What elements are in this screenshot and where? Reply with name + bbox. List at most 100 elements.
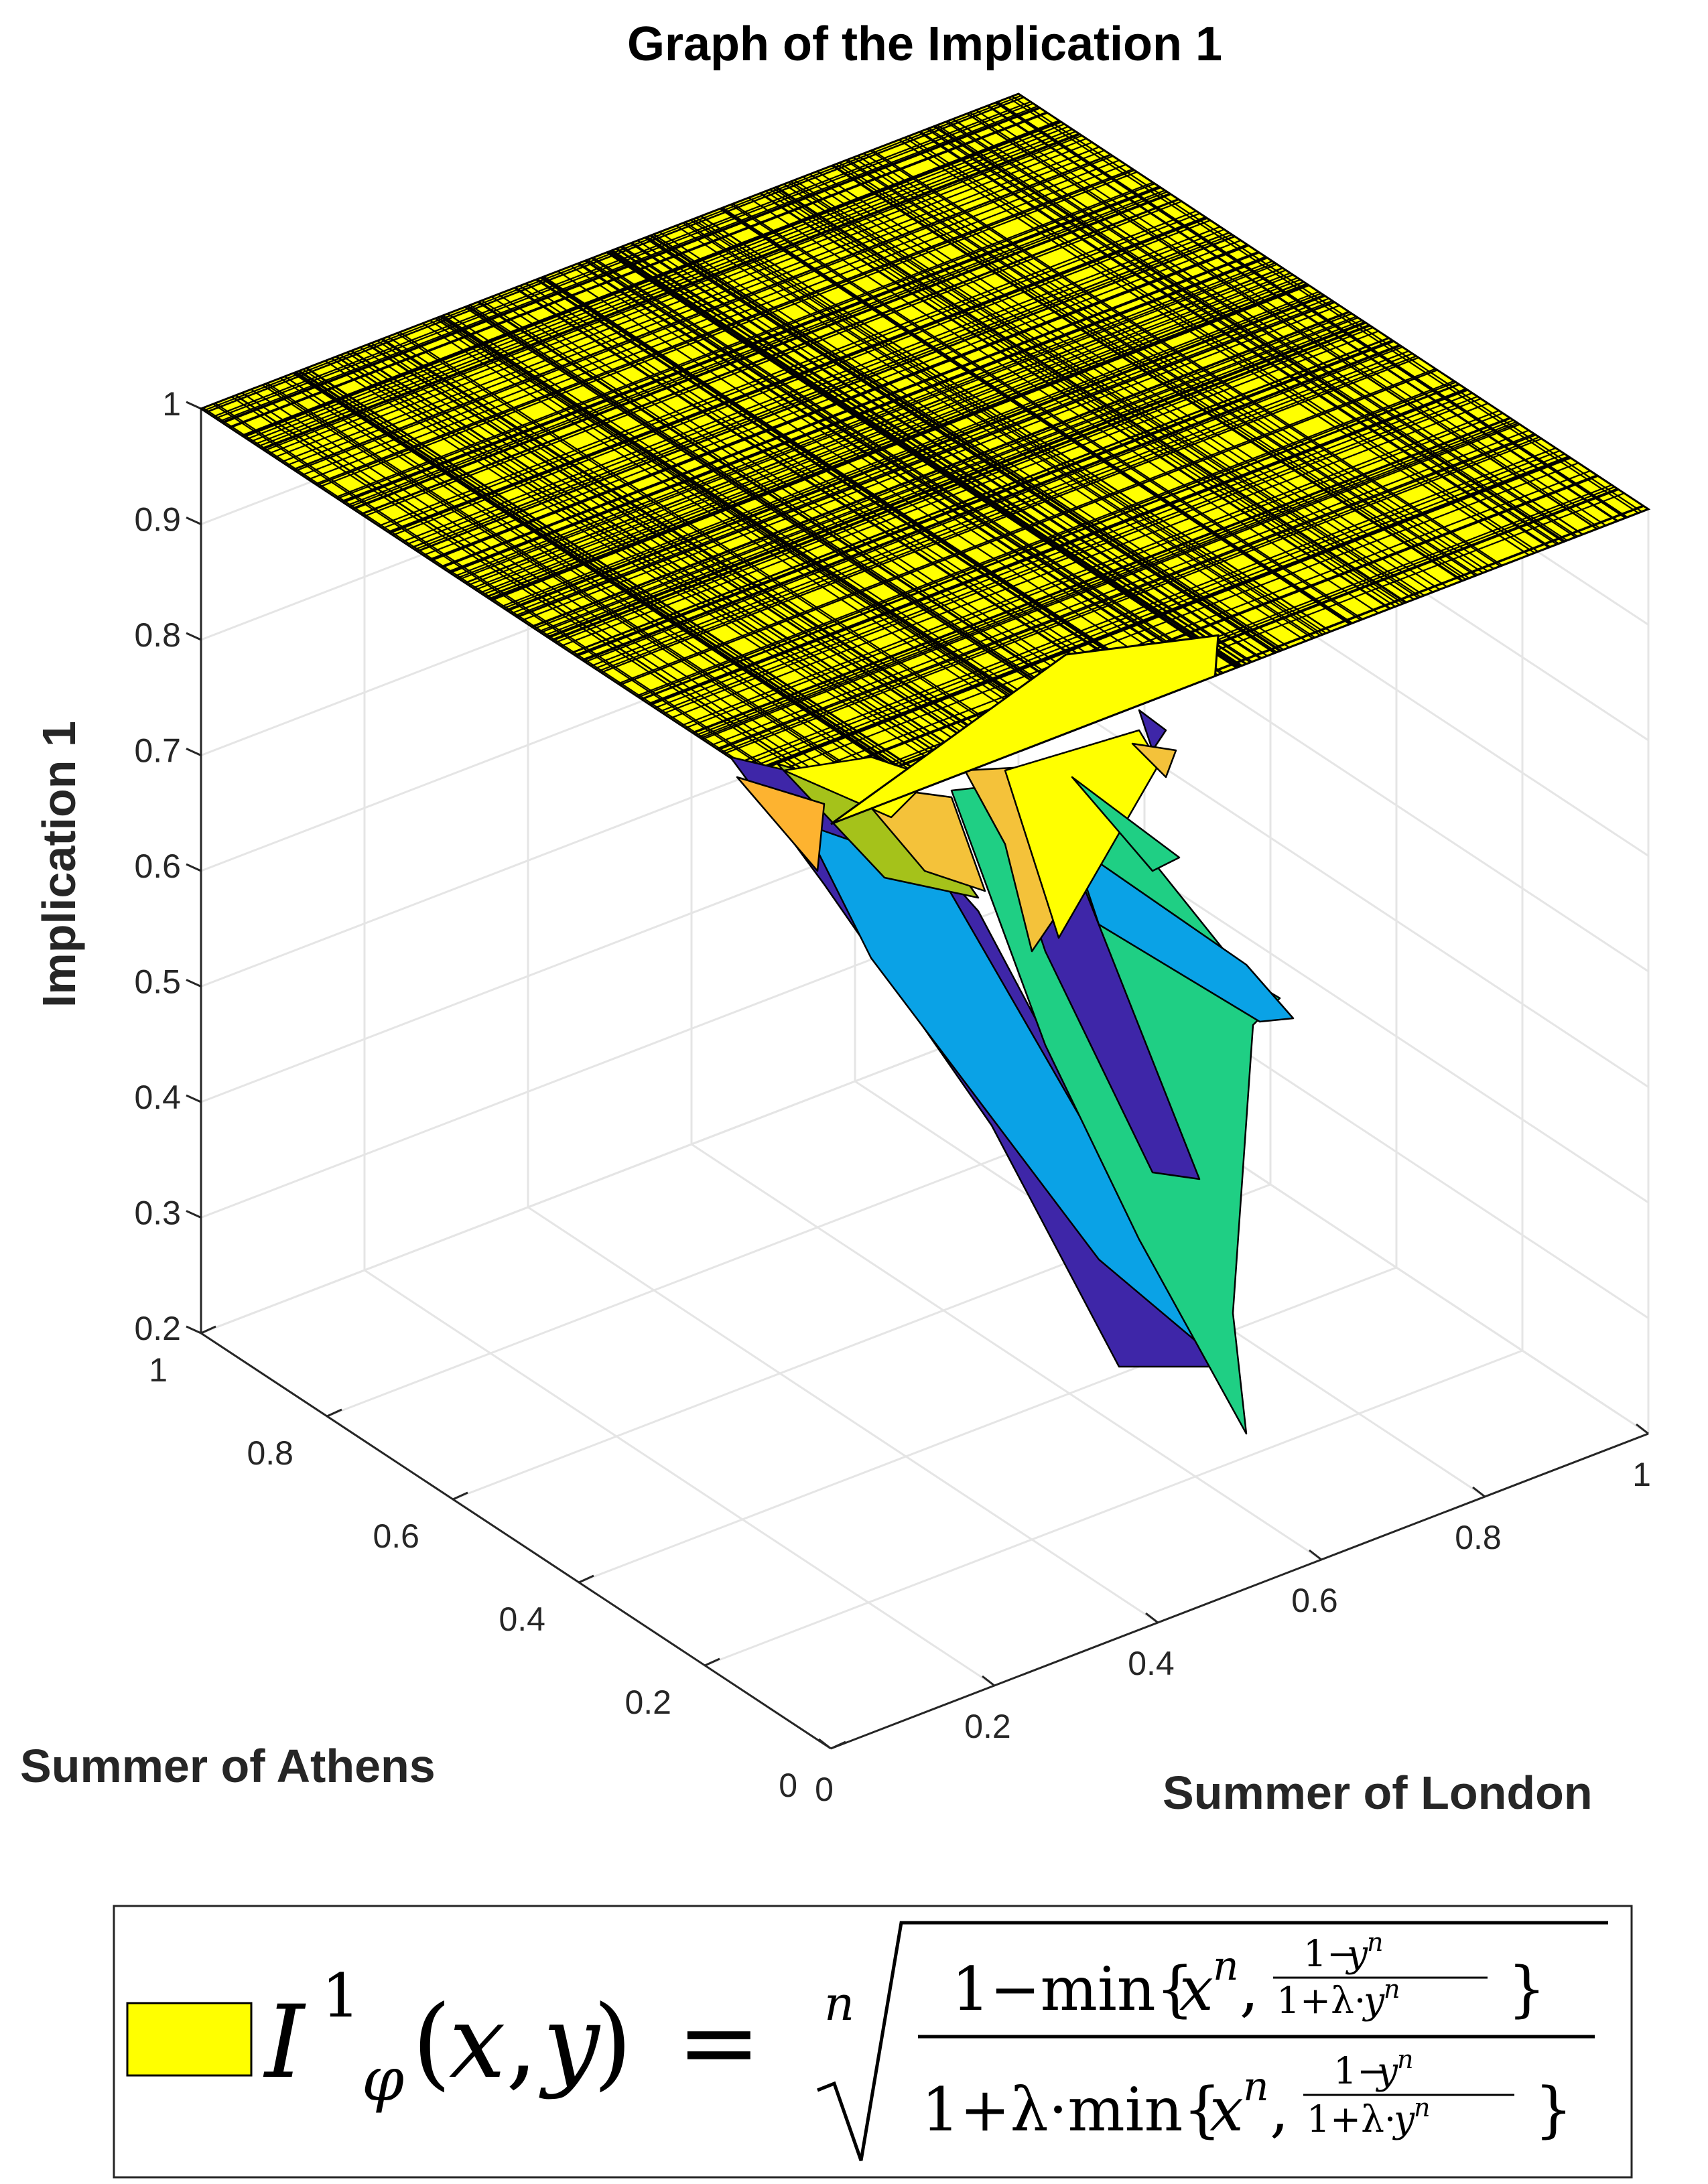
svg-text:y: y (539, 1984, 601, 2101)
y-tick-label: 0.2 (625, 1684, 671, 1721)
mesh-line (654, 392, 1473, 709)
mesh-line (501, 291, 1319, 608)
mesh-line (440, 251, 1258, 567)
z-axis-label: Implication 1 (33, 721, 85, 1008)
y-tick-mark (200, 1325, 216, 1335)
mesh-line (574, 339, 1393, 656)
mesh-line (482, 279, 1301, 596)
mesh-line (475, 274, 1294, 591)
mesh-line (600, 356, 1419, 673)
mesh-line (228, 111, 1047, 428)
mesh-line (349, 191, 1168, 508)
surface-plateau-lip (830, 634, 1220, 825)
mesh-line (742, 450, 1561, 766)
svg-text:n: n (1397, 2045, 1413, 2074)
mesh-line (641, 383, 1460, 700)
z-tick-label: 0.2 (134, 1310, 181, 1347)
grid-line (691, 1143, 1322, 1561)
svg-text:y: y (1345, 1932, 1368, 1975)
y-tick-mark (830, 1741, 846, 1750)
mesh-line (491, 285, 1310, 602)
mesh-line (560, 330, 1379, 647)
grid-line (364, 1269, 995, 1687)
mesh-line (692, 417, 1510, 734)
z-tick-mark (186, 863, 202, 872)
mesh-line (584, 346, 1403, 663)
svg-text:(: ( (412, 1984, 452, 2101)
mesh-line (378, 210, 1197, 527)
surface-descent (729, 709, 1295, 1435)
mesh-line (702, 423, 1520, 740)
mesh-line (552, 325, 1371, 642)
mesh-line (617, 368, 1436, 685)
mesh-line (402, 226, 1221, 543)
svg-text:y: y (1362, 1979, 1385, 2022)
mesh-line (490, 283, 1309, 600)
z-tick-mark (186, 632, 202, 641)
mesh-line (286, 149, 1105, 466)
mesh-line (341, 186, 1160, 502)
mesh-line (352, 192, 1171, 509)
mesh-line (406, 228, 1225, 545)
mesh-line (212, 100, 1031, 417)
mesh-line (293, 153, 1111, 470)
mesh-line (457, 262, 1276, 579)
x-tick-mark (1145, 1612, 1159, 1624)
z-tick-label: 0.8 (134, 616, 181, 654)
mesh-line (429, 244, 1248, 561)
mesh-line (392, 219, 1211, 536)
mesh-line (738, 447, 1557, 764)
mesh-line (547, 322, 1366, 638)
mesh-line (698, 421, 1517, 738)
mesh-line (531, 311, 1350, 628)
y-tick-label: 0.8 (247, 1434, 293, 1472)
tick-labels: 0 0.2 0.4 0.6 0.8 1 0 0.2 0.4 0.6 0.8 1 0.2 0.3 0.4 0.5… (134, 385, 1650, 1808)
mesh-line (594, 352, 1413, 669)
mesh-line (721, 436, 1540, 753)
x-tick-label: 0.2 (964, 1708, 1011, 1745)
mesh-line (241, 119, 1060, 437)
svg-text:y: y (1375, 2049, 1398, 2092)
grid-line (527, 1206, 1159, 1624)
y-tick-label: 1 (149, 1351, 168, 1389)
z-tick-mark (186, 748, 202, 756)
svg-text:}: } (1508, 1954, 1546, 2025)
mesh-line (540, 317, 1359, 634)
mesh-line (360, 198, 1179, 515)
z-tick-label: 1 (162, 385, 181, 423)
svg-text:,: , (1240, 1954, 1259, 2025)
mesh-line (342, 187, 1161, 504)
z-tick-mark (186, 517, 202, 525)
x-tick-mark (1309, 1549, 1322, 1561)
mesh-line (206, 96, 1025, 413)
mesh-line (221, 107, 1040, 423)
y-axis-line (200, 1332, 832, 1750)
mesh-line (442, 252, 1260, 569)
surface-plot (198, 92, 1651, 1435)
mesh-line (448, 257, 1267, 573)
surface-facet (1071, 776, 1181, 872)
mesh-line (746, 453, 1565, 770)
mesh-line (342, 186, 1161, 503)
surface-facet (736, 776, 826, 872)
mesh-line (761, 462, 1579, 779)
mesh-line (724, 437, 1542, 754)
mesh-line (416, 235, 1235, 552)
mesh-line (243, 121, 1062, 438)
mesh-line (750, 456, 1569, 772)
x-tick-mark (1472, 1486, 1486, 1498)
mesh-line (516, 301, 1335, 618)
svg-text:n: n (1367, 1927, 1383, 1957)
mesh-line (247, 123, 1065, 440)
z-tick-label: 0.6 (134, 847, 181, 885)
mesh-line (521, 304, 1340, 621)
z-tick-label: 0.4 (134, 1079, 181, 1116)
surface-facet (1131, 742, 1177, 778)
mesh-line (663, 398, 1482, 715)
mesh-line (347, 190, 1165, 506)
mesh-line (430, 245, 1249, 561)
svg-text:I: I (263, 1984, 306, 2101)
mesh-line (711, 429, 1530, 746)
z-tick-label: 0.9 (134, 501, 181, 539)
mesh-line (242, 121, 1061, 437)
